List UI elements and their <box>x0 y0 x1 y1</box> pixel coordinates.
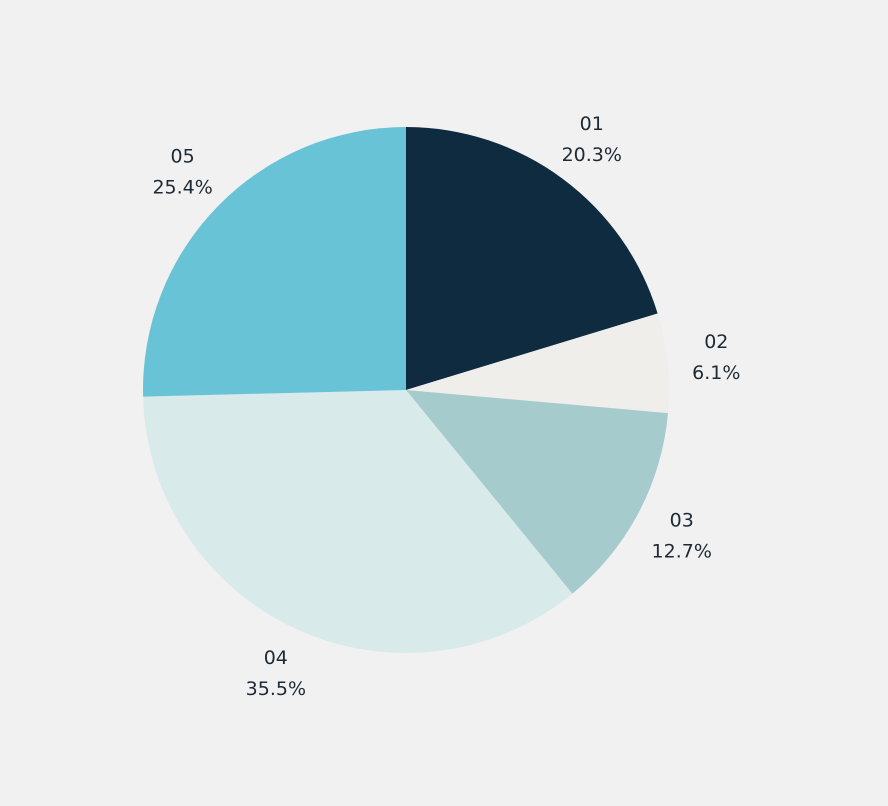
slice-label: 02 <box>704 331 728 353</box>
value-label: 12.7% <box>652 540 712 562</box>
slice-label: 01 <box>580 113 604 135</box>
value-label: 25.4% <box>152 177 212 199</box>
slice-label: 03 <box>670 509 694 531</box>
pie-slice <box>406 127 658 390</box>
pie-slice <box>143 390 573 653</box>
pie-slice <box>143 127 406 397</box>
value-label: 35.5% <box>246 678 306 700</box>
pie-slice <box>406 313 670 414</box>
pie-slice <box>406 390 668 594</box>
slice-label: 05 <box>171 146 195 168</box>
slice-label: 04 <box>264 647 288 669</box>
value-label: 6.1% <box>692 362 740 384</box>
value-label: 20.3% <box>562 144 622 166</box>
